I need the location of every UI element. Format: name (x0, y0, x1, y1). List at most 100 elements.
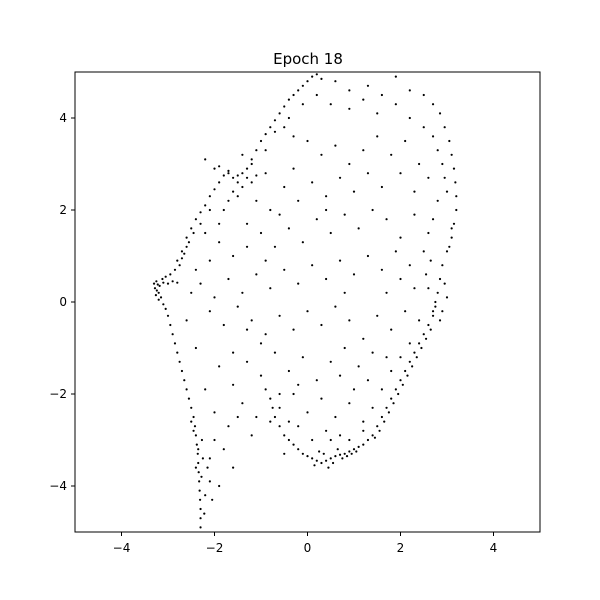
scatter-point (211, 498, 214, 501)
scatter-point (192, 231, 195, 235)
scatter-point (366, 379, 370, 382)
scatter-point (199, 517, 202, 520)
scatter-point (434, 300, 437, 304)
scatter-point (204, 388, 207, 391)
scatter-point (436, 291, 439, 294)
scatter-point (311, 75, 314, 78)
scatter-point (269, 287, 272, 290)
scatter-point (385, 218, 388, 221)
scatter-point (329, 360, 332, 363)
scatter-point (311, 457, 314, 460)
scatter-point (264, 133, 267, 136)
scatter-point (422, 126, 425, 129)
scatter-point (245, 328, 249, 331)
scatter-point (311, 264, 314, 267)
scatter-point (436, 199, 439, 202)
scatter-point (164, 275, 167, 278)
scatter-point (169, 323, 172, 327)
scatter-point (413, 213, 416, 216)
scatter-point (193, 425, 197, 428)
scatter-point (232, 466, 235, 469)
scatter-point (199, 222, 202, 225)
scatter-point (431, 310, 435, 313)
scatter-point (164, 307, 167, 310)
scatter-point (390, 397, 393, 400)
scatter-point (264, 149, 267, 152)
scatter-point (448, 139, 451, 143)
scatter-point (259, 342, 263, 345)
scatter-point (283, 126, 286, 129)
scatter-point (255, 415, 258, 419)
scatter-point (413, 287, 416, 290)
scatter-point (315, 459, 318, 462)
scatter-point (218, 365, 221, 368)
scatter-point (245, 222, 249, 225)
scatter-point (441, 162, 444, 166)
scatter-point (259, 139, 263, 143)
scatter-point (334, 80, 337, 83)
scatter-point (455, 208, 458, 212)
scatter-point (427, 176, 430, 179)
scatter-point (213, 438, 216, 442)
scatter-point (450, 227, 453, 230)
scatter-point (338, 434, 342, 437)
scatter-point (287, 369, 290, 373)
scatter-point (371, 406, 374, 409)
scatter-point (362, 337, 365, 340)
scatter-point (227, 169, 230, 172)
scatter-point (352, 190, 356, 193)
scatter-point (450, 236, 453, 239)
scatter-point (154, 294, 158, 297)
scatter-point (227, 425, 230, 428)
scatter-point (185, 236, 188, 239)
scatter-point (399, 356, 402, 359)
scatter-point (438, 319, 442, 322)
scatter-point (236, 181, 239, 184)
scatter-point (434, 305, 437, 308)
scatter-point (201, 457, 204, 460)
scatter-point (190, 291, 193, 294)
scatter-point (297, 448, 300, 451)
scatter-point (366, 172, 370, 175)
scatter-point (380, 388, 383, 391)
scatter-point (232, 383, 235, 386)
scatter-point (431, 103, 435, 106)
scatter-point (269, 420, 272, 423)
scatter-point (362, 429, 365, 432)
scatter-point (441, 310, 444, 313)
scatter-point (380, 268, 383, 271)
scatter-point (301, 452, 304, 455)
y-tick-label: 2 (59, 203, 67, 217)
scatter-point (329, 103, 332, 106)
scatter-point (245, 360, 249, 363)
scatter-point (173, 342, 177, 345)
scatter-point (448, 245, 451, 248)
scatter-point (338, 453, 342, 456)
scatter-point (213, 188, 216, 191)
x-tick-label: 2 (397, 541, 405, 555)
y-tick-label: −2 (49, 387, 67, 401)
x-tick-label: 0 (304, 541, 312, 555)
scatter-point (241, 185, 244, 189)
scatter-point (200, 475, 203, 478)
scatter-point (334, 144, 337, 147)
scatter-point (271, 406, 274, 409)
scatter-point (436, 149, 439, 152)
scatter-point (311, 438, 314, 442)
scatter-point (383, 420, 386, 423)
scatter-point (318, 450, 321, 453)
scatter-point (413, 190, 416, 193)
scatter-point (297, 282, 300, 285)
scatter-point (250, 181, 253, 184)
scatter-point (376, 112, 379, 115)
scatter-point (306, 411, 309, 414)
scatter-point (362, 98, 365, 101)
scatter-point (297, 383, 300, 386)
scatter-point (362, 443, 365, 446)
scatter-point (255, 199, 258, 202)
chart-title: Epoch 18 (273, 50, 343, 68)
scatter-point (287, 227, 290, 230)
scatter-point (348, 89, 351, 92)
scatter-point (204, 494, 207, 497)
scatter-point (292, 392, 295, 396)
